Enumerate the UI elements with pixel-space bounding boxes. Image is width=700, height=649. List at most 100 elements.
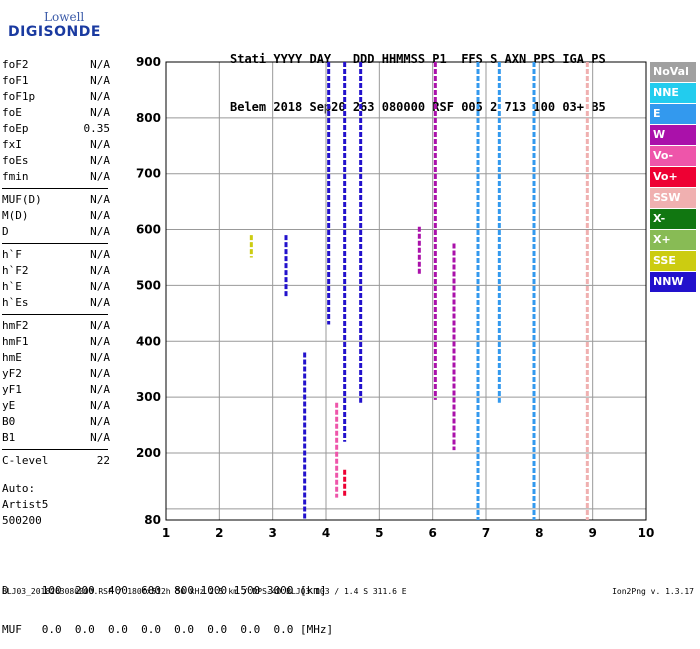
parameter-value: N/A: [90, 225, 110, 238]
legend-item-noval: NoVal: [650, 62, 696, 82]
file-info-footer: BLJ03_2018263080000.RSF / 180fx512h 50 k…: [2, 587, 407, 596]
parameter-row: C-level 22: [2, 453, 110, 469]
parameter-name: yF2: [2, 367, 22, 380]
parameter-row: foEp 0.35: [2, 121, 110, 137]
parameter-name: foEs: [2, 154, 29, 167]
parameter-name: foEp: [2, 122, 29, 135]
parameter-value: N/A: [90, 351, 110, 364]
parameter-value: N/A: [90, 90, 110, 103]
parameter-name: hmF2: [2, 319, 29, 332]
x-tick-label: 8: [535, 526, 543, 540]
parameter-row: h`E N/A: [2, 279, 110, 295]
parameter-value: N/A: [90, 154, 110, 167]
parameter-value: N/A: [90, 74, 110, 87]
parameter-value: N/A: [90, 399, 110, 412]
header-line2: Belem 2018 Sep20 263 080000 RSF 005 2 71…: [230, 100, 606, 114]
auto-label: Auto:: [2, 482, 36, 495]
legend-item-nnw: NNW: [650, 272, 696, 292]
parameter-row: foF2 N/A: [2, 57, 110, 73]
parameter-row: foF1p N/A: [2, 89, 110, 105]
parameter-name: fmin: [2, 170, 29, 183]
parameter-name: D: [2, 225, 9, 238]
parameter-value: N/A: [90, 248, 110, 261]
parameter-name: foE: [2, 106, 22, 119]
polarization-legend: NoVal NNE E W Vo- Vo+ SSW X- X+ SSE NNW: [650, 62, 696, 293]
parameter-value: N/A: [90, 193, 110, 206]
x-tick-label: 10: [638, 526, 655, 540]
distance-row: D 100 200 400 600 800 1000 1500 3000 [km…: [2, 584, 327, 597]
parameter-value: N/A: [90, 106, 110, 119]
parameter-name: yF1: [2, 383, 22, 396]
y-tick-label: 700: [136, 167, 161, 181]
x-tick-label: 3: [268, 526, 276, 540]
parameter-value: N/A: [90, 383, 110, 396]
parameter-value: N/A: [90, 367, 110, 380]
x-tick-label: 7: [482, 526, 490, 540]
parameter-name: h`F: [2, 248, 22, 261]
parameter-separator: [2, 314, 108, 315]
parameter-row: foF1 N/A: [2, 73, 110, 89]
y-tick-label: 80: [144, 513, 161, 527]
x-tick-label: 4: [322, 526, 330, 540]
parameter-value: N/A: [90, 415, 110, 428]
legend-item-vo-: Vo+: [650, 167, 696, 187]
parameter-row: MUF(D) N/A: [2, 192, 110, 208]
legend-item-x-: X+: [650, 230, 696, 250]
parameter-value: N/A: [90, 335, 110, 348]
parameter-name: foF2: [2, 58, 29, 71]
muf-row: MUF 0.0 0.0 0.0 0.0 0.0 0.0 0.0 0.0 [MHz…: [2, 623, 334, 636]
parameter-name: B1: [2, 431, 16, 444]
parameter-name: MUF(D): [2, 193, 42, 206]
parameter-row: hmE N/A: [2, 350, 110, 366]
parameter-value: N/A: [90, 58, 110, 71]
parameter-name: B0: [2, 415, 16, 428]
legend-item-vo-: Vo-: [650, 146, 696, 166]
parameter-row: foEs N/A: [2, 153, 110, 169]
parameter-value: N/A: [90, 280, 110, 293]
logo-line1: Lowell: [44, 10, 85, 24]
y-tick-label: 300: [136, 390, 161, 404]
plot-frame: [165, 61, 647, 521]
legend-item-x-: X-: [650, 209, 696, 229]
parameter-name: C-level: [2, 454, 49, 467]
parameter-name: fxI: [2, 138, 22, 151]
parameter-name: foF1: [2, 74, 29, 87]
y-tick-label: 800: [136, 111, 161, 125]
parameter-separator: [2, 243, 108, 244]
parameter-name: yE: [2, 399, 16, 412]
parameter-value: N/A: [90, 296, 110, 309]
legend-item-ssw: SSW: [650, 188, 696, 208]
parameter-value: N/A: [90, 138, 110, 151]
auto-code: 500200: [2, 514, 42, 527]
legend-item-e: E: [650, 104, 696, 124]
version-label: Ion2Png v. 1.3.17: [612, 587, 694, 596]
logo-line2: DIGISONDE: [8, 24, 101, 40]
parameter-row: hmF2 N/A: [2, 318, 110, 334]
y-tick-label: 400: [136, 334, 161, 348]
x-tick-label: 5: [375, 526, 383, 540]
parameter-name: hmE: [2, 351, 22, 364]
parameter-row: M(D) N/A: [2, 208, 110, 224]
parameter-value: N/A: [90, 319, 110, 332]
scaled-parameters-panel: foF2 N/A foF1 N/A foF1p N/A foE N/A foEp 0.35 fxI N…: [2, 57, 110, 469]
parameter-separator: [2, 188, 108, 189]
parameter-row: yF2 N/A: [2, 366, 110, 382]
x-tick-label: 9: [588, 526, 596, 540]
parameter-name: h`E: [2, 280, 22, 293]
parameter-row: foE N/A: [2, 105, 110, 121]
parameter-row: h`Es N/A: [2, 295, 110, 311]
parameter-value: N/A: [90, 264, 110, 277]
parameter-row: B0 N/A: [2, 414, 110, 430]
x-tick-label: 6: [428, 526, 436, 540]
parameter-row: D N/A: [2, 224, 110, 240]
parameter-name: h`F2: [2, 264, 29, 277]
y-tick-label: 900: [136, 55, 161, 69]
parameter-value: 0.35: [83, 122, 111, 135]
auto-program: Artist5: [2, 498, 49, 511]
parameter-value: N/A: [90, 431, 110, 444]
parameter-row: h`F N/A: [2, 247, 110, 263]
y-tick-label: 500: [136, 278, 161, 292]
parameter-row: B1 N/A: [2, 430, 110, 446]
lowell-digisonde-logo: Lowell DIGISONDE: [8, 10, 101, 50]
y-tick-label: 200: [136, 446, 161, 460]
